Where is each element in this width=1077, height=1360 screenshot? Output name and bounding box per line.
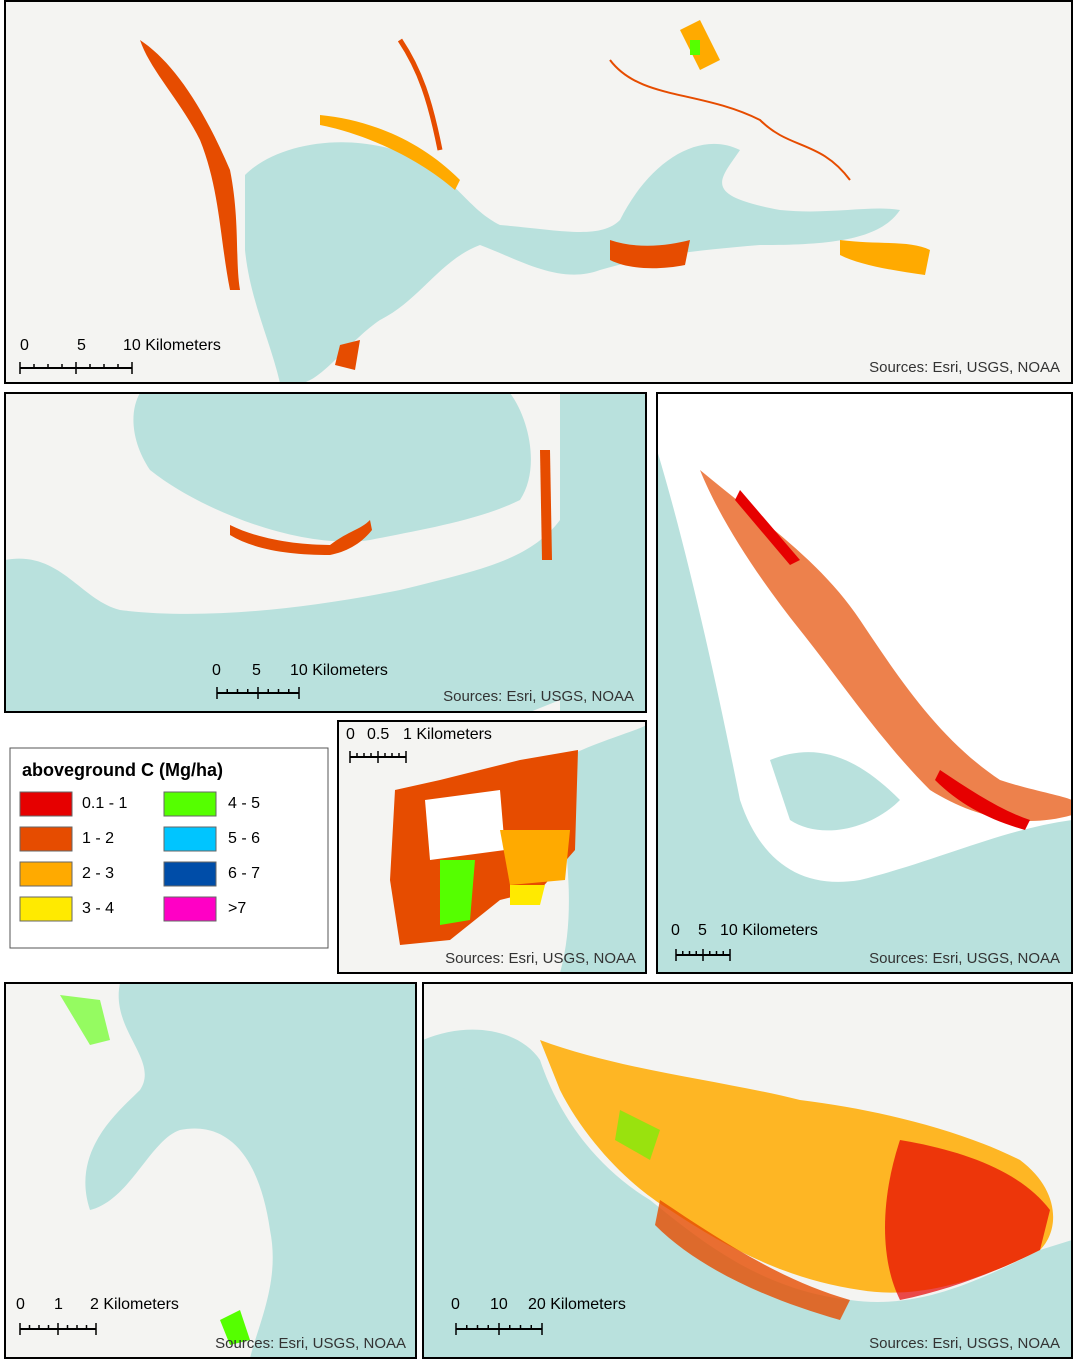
panel-frame	[4, 982, 417, 1359]
scale-label: 0	[212, 662, 221, 679]
legend-swatch	[19, 826, 73, 852]
panel-frame	[337, 720, 647, 974]
legend-label: 5 - 6	[228, 830, 260, 847]
map-panel	[5, 0, 1072, 383]
scale-label: 1 Kilometers	[403, 726, 492, 743]
map-panel	[338, 721, 646, 973]
source-text: Sources: Esri, USGS, NOAA	[443, 688, 634, 705]
scale-label: 5	[77, 337, 86, 354]
legend-label: 2 - 3	[82, 865, 114, 882]
map-panel	[657, 393, 1072, 973]
panel-frame	[422, 982, 1073, 1359]
scale-label: 0	[346, 726, 355, 743]
legend-label: 1 - 2	[82, 830, 114, 847]
scale-label: 0	[671, 922, 680, 939]
source-text: Sources: Esri, USGS, NOAA	[869, 950, 1060, 967]
panel-frame	[4, 0, 1073, 384]
legend-label: 6 - 7	[228, 865, 260, 882]
legend-swatch	[19, 896, 73, 922]
source-text: Sources: Esri, USGS, NOAA	[869, 1335, 1060, 1352]
map-panel	[5, 393, 646, 712]
legend-label: 4 - 5	[228, 795, 260, 812]
legend-swatch	[163, 791, 217, 817]
map-panel	[423, 983, 1072, 1358]
scale-label: 10	[490, 1296, 508, 1313]
scale-label: 10 Kilometers	[290, 662, 388, 679]
scale-label: 0	[16, 1296, 25, 1313]
scale-label: 5	[252, 662, 261, 679]
source-text: Sources: Esri, USGS, NOAA	[869, 359, 1060, 376]
scale-label: 0	[20, 337, 29, 354]
scale-label: 0	[451, 1296, 460, 1313]
scale-label: 20 Kilometers	[528, 1296, 626, 1313]
legend-swatch	[19, 861, 73, 887]
legend-title: aboveground C (Mg/ha)	[22, 760, 223, 780]
panel-frame	[4, 392, 647, 713]
legend-swatch	[19, 791, 73, 817]
legend-swatch	[163, 861, 217, 887]
legend-label: 3 - 4	[82, 900, 114, 917]
panel-frame	[656, 392, 1073, 974]
source-text: Sources: Esri, USGS, NOAA	[215, 1335, 406, 1352]
scale-label: 0.5	[367, 726, 389, 743]
scale-label: 10 Kilometers	[720, 922, 818, 939]
legend-swatch	[163, 826, 217, 852]
scale-label: 5	[698, 922, 707, 939]
legend-label: 0.1 - 1	[82, 795, 127, 812]
scale-label: 2 Kilometers	[90, 1296, 179, 1313]
source-text: Sources: Esri, USGS, NOAA	[445, 950, 636, 967]
legend-swatch	[163, 896, 217, 922]
scale-label: 10 Kilometers	[123, 337, 221, 354]
map-panel	[5, 983, 416, 1358]
legend-label: >7	[228, 900, 246, 917]
scale-label: 1	[54, 1296, 63, 1313]
